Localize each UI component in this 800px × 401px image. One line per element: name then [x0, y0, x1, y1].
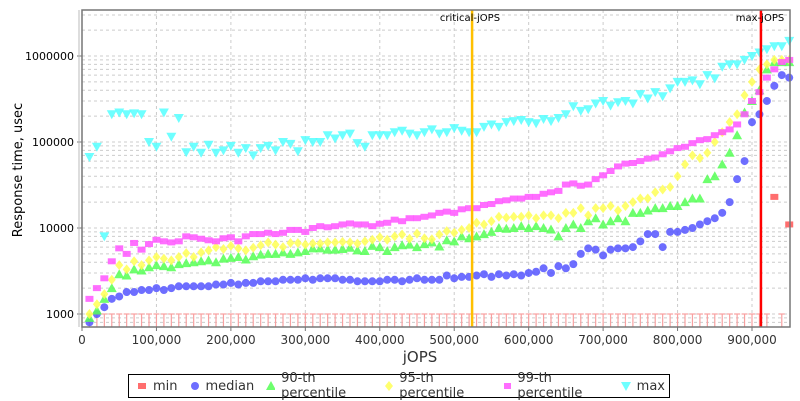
y-tick-label: 10000: [39, 222, 74, 235]
series-median: [85, 71, 794, 327]
x-tick-label: 700,000: [578, 333, 628, 347]
x-tick-label: 500,000: [429, 333, 479, 347]
y-axis-ticks: 1000 10000 100000 1000000: [25, 10, 82, 327]
triangle-down-marker-icon: [620, 382, 631, 391]
y-tick-label: 100000: [32, 136, 74, 149]
square-marker-icon: [138, 383, 146, 389]
legend-label: 95-th percentile: [399, 371, 465, 401]
x-tick-label: 300,000: [281, 333, 331, 347]
critical-jops-label: critical-jOPS: [440, 13, 500, 24]
legend-item-max: max: [620, 378, 665, 394]
diamond-marker-icon: [385, 381, 394, 391]
legend-label: min: [153, 378, 178, 394]
y-tick-label: 1000000: [25, 50, 74, 63]
series-min: [86, 193, 794, 327]
x-tick-label: 400,000: [355, 333, 405, 347]
plot-frame: [81, 9, 791, 328]
data-points: [84, 36, 795, 327]
legend-label: median: [205, 378, 255, 394]
legend-item-median: median: [190, 378, 255, 394]
x-tick-label: 100,000: [132, 333, 182, 347]
triangle-up-marker-icon: [266, 381, 276, 390]
max-jops-label: max-jOPS: [736, 13, 784, 24]
x-tick-label: 600,000: [504, 333, 554, 347]
chart-legend: min median 90-th percentile 95-th percentil…: [128, 371, 670, 401]
legend-label: 90-th percentile: [281, 371, 347, 401]
legend-item-min: min: [137, 379, 178, 394]
series-90-th-percentile: [84, 57, 795, 322]
legend-item-95-th-percentile: 95-th percentile: [384, 371, 490, 401]
legend-label: max: [636, 378, 665, 394]
legend-label: 99-th percentile: [517, 371, 583, 401]
y-tick-label: 1000: [46, 308, 74, 321]
circle-marker-icon: [190, 382, 199, 390]
series-99-th-percentile: [85, 56, 794, 302]
y-axis-label: Response time, usec: [11, 103, 26, 237]
square-marker-icon: [503, 383, 512, 389]
x-axis-ticks: 0 100,000 200,000 300,000 400,000 500,000 600,…: [78, 327, 777, 347]
series-max: [84, 36, 795, 242]
x-tick-label: 0: [78, 333, 86, 347]
legend-item-90-th-percentile: 90-th percentile: [266, 371, 372, 401]
annotation-lines: [470, 10, 763, 327]
x-tick-label: 800,000: [653, 333, 703, 347]
x-tick-label: 200,000: [206, 333, 256, 347]
x-tick-label: 900,000: [727, 333, 777, 347]
legend-item-99-th-percentile: 99-th percentile: [503, 371, 609, 401]
x-axis-label: jOPS: [402, 348, 438, 366]
